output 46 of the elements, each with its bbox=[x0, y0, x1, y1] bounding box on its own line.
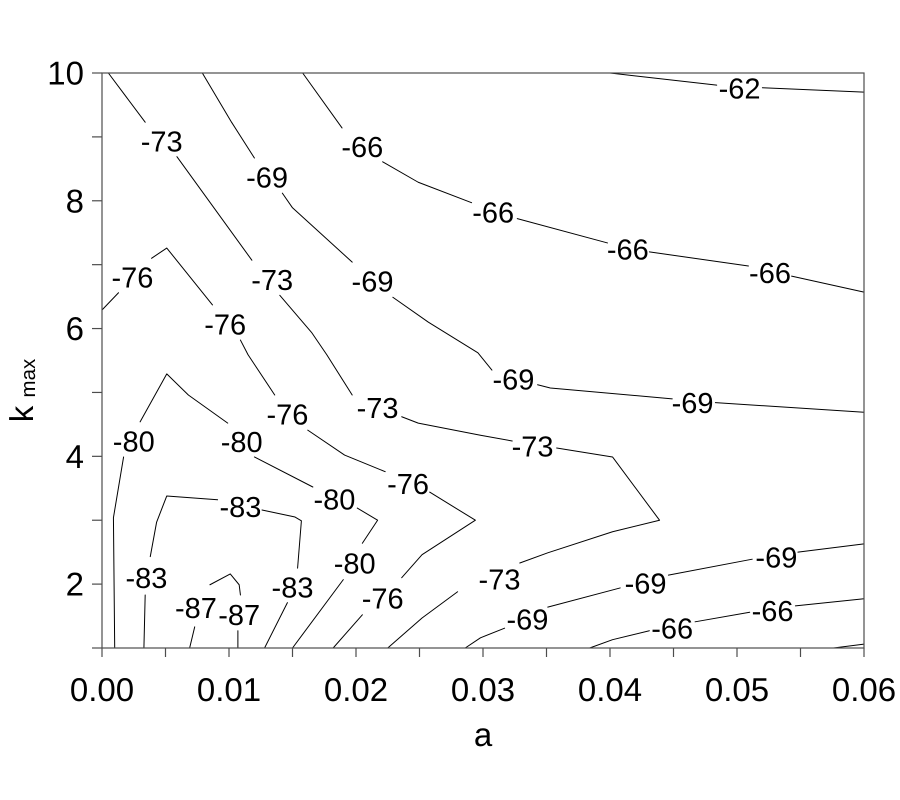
text: -66 bbox=[472, 198, 514, 230]
text: -73 bbox=[251, 264, 294, 297]
x-tick-label: 0.04 bbox=[578, 671, 642, 708]
text: -69 bbox=[492, 364, 534, 396]
series-label: -69 bbox=[352, 266, 394, 299]
x-tick-label: 0.01 bbox=[196, 671, 262, 708]
series-label: -66 bbox=[341, 132, 384, 164]
series-label: -80 bbox=[220, 427, 263, 460]
text: -76 bbox=[112, 262, 154, 295]
text: -73 bbox=[140, 126, 183, 158]
y-tick-label: 10 bbox=[47, 54, 84, 92]
x-axis-title: a bbox=[474, 716, 493, 753]
text: -69 bbox=[755, 542, 798, 575]
y-tick-label: 8 bbox=[66, 182, 84, 220]
text: -73 bbox=[512, 432, 554, 464]
series-label: -83 bbox=[219, 492, 262, 524]
text: -76 bbox=[387, 468, 430, 501]
text: -80 bbox=[313, 484, 356, 517]
text: -83 bbox=[125, 562, 168, 595]
text: -76 bbox=[204, 309, 246, 342]
series-label: -76 bbox=[362, 583, 404, 616]
text: -69 bbox=[246, 162, 288, 195]
text: -80 bbox=[334, 548, 376, 580]
x-tick-label: 0.05 bbox=[704, 671, 770, 708]
text: -73 bbox=[356, 392, 399, 425]
series-label: -87 bbox=[175, 592, 217, 625]
text: -69 bbox=[624, 568, 667, 601]
text: -87 bbox=[218, 600, 260, 632]
text: -80 bbox=[112, 426, 155, 458]
text: -66 bbox=[749, 258, 791, 290]
series-label: -66 bbox=[752, 596, 794, 628]
text: -66 bbox=[606, 234, 649, 266]
y-tick-label: 2 bbox=[66, 566, 84, 603]
x-tick-label: 0.00 bbox=[70, 671, 134, 708]
text: -83 bbox=[272, 572, 314, 604]
x-tick-label: 0.03 bbox=[450, 671, 516, 708]
x-tick-label: 0.06 bbox=[832, 671, 896, 708]
text: -66 bbox=[651, 613, 694, 646]
series-label: -62 bbox=[718, 73, 760, 106]
y-tick-label: 6 bbox=[66, 310, 84, 348]
series-label: -69 bbox=[506, 604, 548, 637]
text: -76 bbox=[266, 400, 308, 432]
y-tick-label: 4 bbox=[66, 438, 84, 475]
x-tick-label: 0.02 bbox=[324, 671, 388, 708]
text: -69 bbox=[672, 388, 714, 420]
series-label: -73 bbox=[478, 564, 520, 596]
